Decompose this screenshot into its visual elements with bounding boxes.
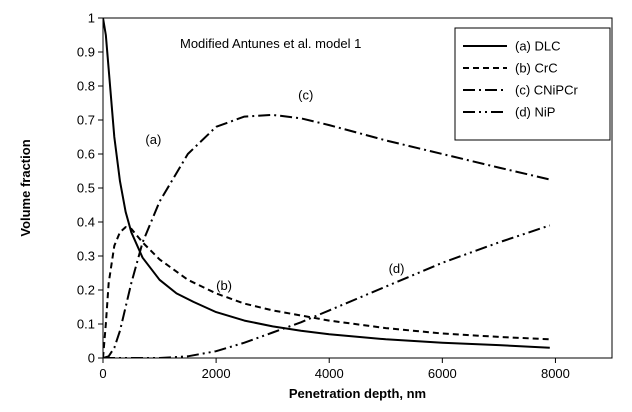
y-tick-label: 0.4 [77,215,95,230]
legend-label: (a) DLC [515,39,561,54]
x-axis-title: Penetration depth, nm [289,386,426,401]
series-annotation-label: (d) [389,261,405,276]
x-tick-label: 4000 [315,366,344,381]
series-line-c [103,113,551,358]
y-tick-label: 0.2 [77,283,95,298]
y-tick-label: 0.1 [77,317,95,332]
series-lines [103,18,551,358]
legend-label: (c) CNiPCr [515,83,578,98]
series-annotation-label: (a) [145,132,161,147]
y-tick-label: 0.9 [77,45,95,60]
legend-label: (d) NiP [515,105,555,120]
series-annotations: (a) (b) (c) (d) [145,88,404,293]
series-line-b [103,226,550,358]
y-axis-title: Volume fraction [18,139,33,236]
series-line-a [103,18,550,349]
y-tick-label: 0.5 [77,181,95,196]
axis-ticks: 0 2000 4000 6000 8000 0 0.1 0.2 0.3 0.4 0.5 0.6 0.7 0… [77,11,570,382]
x-tick-label: 8000 [541,366,570,381]
series-annotation-label: (b) [216,278,232,293]
series-line-d [103,224,551,358]
x-tick-label: 0 [99,366,106,381]
legend-label: (b) CrC [515,61,558,76]
chart-annotation-title: Modified Antunes et al. model 1 [180,36,361,51]
y-tick-label: 0.8 [77,79,95,94]
y-tick-label: 0.6 [77,147,95,162]
y-tick-label: 0.7 [77,113,95,128]
x-tick-label: 6000 [428,366,457,381]
y-tick-label: 0.3 [77,249,95,264]
legend: (a) DLC (b) CrC (c) CNiPCr (d) NiP [454,27,611,141]
y-tick-label: 1 [88,11,95,26]
x-tick-label: 2000 [202,366,231,381]
y-tick-label: 0 [88,351,95,366]
series-annotation-label: (c) [298,88,313,103]
